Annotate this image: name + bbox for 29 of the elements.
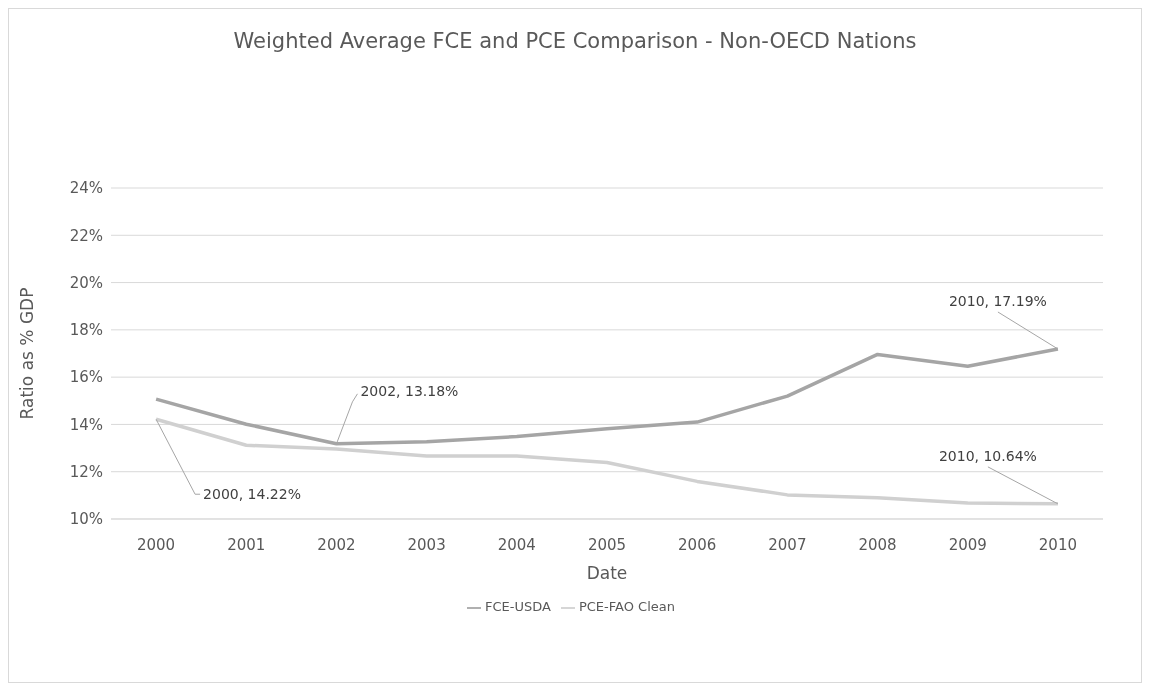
x-tick-label: 2009: [948, 535, 987, 554]
y-tick-label: 12%: [69, 463, 103, 482]
x-tick-label: 2001: [227, 535, 266, 554]
legend-label: FCE-USDA: [485, 599, 551, 614]
chart-title: Weighted Average FCE and PCE Comparison - Non-OECD Nations: [232, 28, 918, 55]
x-tick-label: 2005: [587, 535, 627, 554]
y-tick-label: 14%: [69, 415, 103, 434]
y-tick-label: 18%: [69, 321, 103, 340]
annotation: 2002, 13.18%: [360, 382, 459, 399]
x-tick-label: 2002: [317, 535, 356, 554]
y-tick-label: 10%: [69, 510, 103, 529]
y-tick-label: 20%: [69, 273, 103, 292]
legend-label: PCE-FAO Clean: [578, 599, 675, 614]
line-series: [154, 347, 1060, 446]
x-tick-label: 2004: [497, 535, 536, 554]
x-tick-label: 2007: [768, 535, 807, 554]
annotation: 2010, 17.19%: [948, 293, 1047, 310]
annotation: 2000, 14.22%: [203, 486, 302, 503]
y-tick-label: 24%: [69, 179, 103, 198]
x-tick-label: 2010: [1038, 535, 1077, 554]
x-tick-label: 2008: [858, 535, 897, 554]
x-tick-label: 2006: [678, 535, 717, 554]
y-tick-label: 22%: [69, 226, 103, 245]
annotation: 2010, 10.64%: [938, 447, 1037, 464]
y-tick-label: 16%: [69, 368, 103, 387]
x-axis-title: Date: [586, 563, 628, 583]
x-tick-label: 2000: [137, 535, 176, 554]
y-axis-title: Ratio as % GDP: [17, 287, 38, 420]
x-tick-label: 2003: [407, 535, 446, 554]
